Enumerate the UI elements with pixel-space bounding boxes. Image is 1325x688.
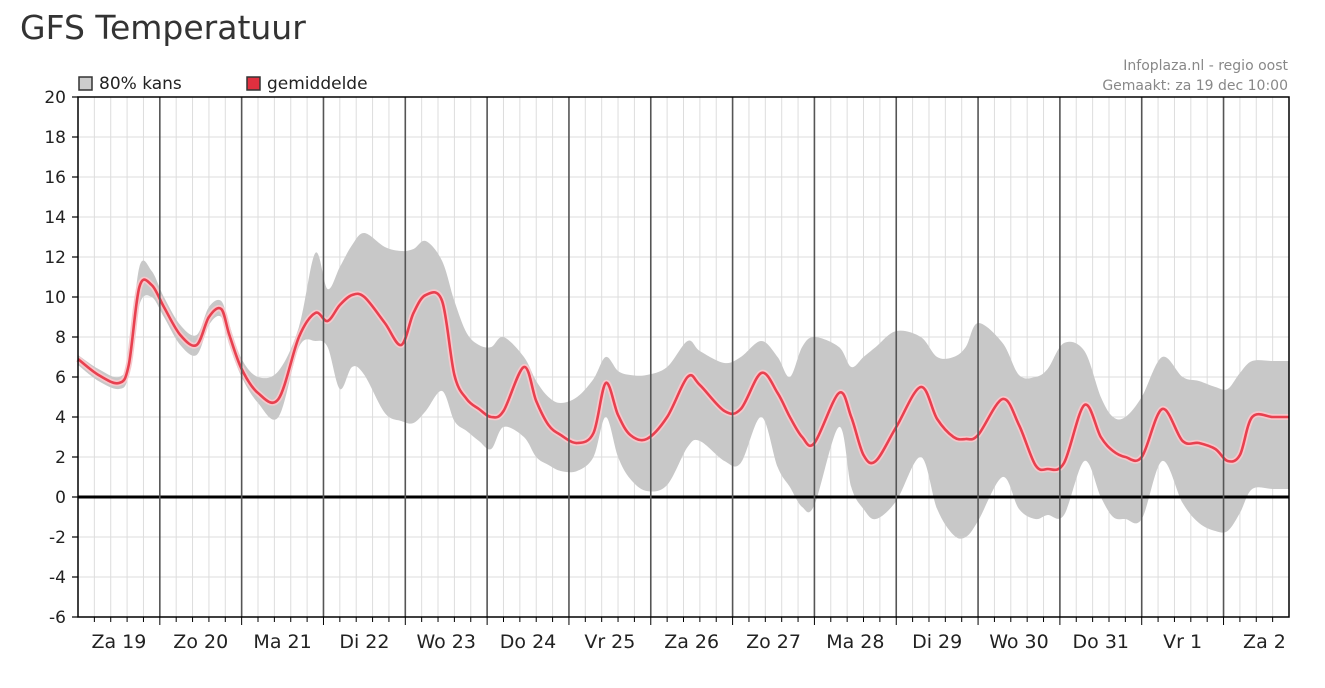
x-tick-label: Di 29	[912, 631, 962, 653]
y-tick-label: 16	[44, 168, 66, 188]
mean-line	[77, 278, 1289, 472]
legend-band-label: 80% kans	[99, 74, 182, 94]
x-tick-label: Vr 1	[1163, 631, 1202, 653]
y-tick-label: 6	[55, 368, 66, 388]
y-tick-label: -2	[49, 528, 66, 548]
x-tick-label: Do 24	[500, 631, 556, 653]
x-tick-label: Do 31	[1073, 631, 1129, 653]
y-tick-labels: -6 -4 -2 0 2 4 6 8 10 12 14 16 18 20	[44, 88, 78, 628]
x-tick-label: Wo 30	[989, 631, 1049, 653]
x-tick-label: Ma 28	[826, 631, 884, 653]
x-tick-label: Zo 20	[173, 631, 228, 653]
x-tick-label: Za 19	[91, 631, 146, 653]
y-tick-label: 0	[55, 488, 66, 508]
y-tick-label: 8	[55, 328, 66, 348]
legend: 80% kans gemiddelde	[78, 74, 368, 94]
y-tick-label: 20	[44, 88, 66, 108]
y-tick-label: 18	[44, 128, 66, 148]
legend-mean-label: gemiddelde	[267, 74, 368, 94]
y-tick-label: 2	[55, 448, 66, 468]
x-tick-label: Wo 23	[416, 631, 476, 653]
source-info: Infoplaza.nl - regio oost Gemaakt: za 19…	[1102, 58, 1288, 94]
y-tick-label: -4	[49, 568, 66, 588]
x-tick-label: Di 22	[339, 631, 389, 653]
y-tick-label: 12	[44, 248, 66, 268]
y-tick-label: -6	[49, 608, 66, 628]
legend-band-swatch	[78, 76, 93, 91]
y-tick-label: 4	[55, 408, 66, 428]
y-tick-label: 10	[44, 288, 66, 308]
x-tick-label: Za 2	[1243, 631, 1286, 653]
x-tick-label: Ma 21	[253, 631, 311, 653]
source-line-1: Infoplaza.nl - regio oost	[1123, 58, 1288, 74]
source-line-2: Gemaakt: za 19 dec 10:00	[1102, 78, 1288, 94]
x-tick-labels: Za 19 Zo 20 Ma 21 Di 22 Wo 23 Do 24 Vr 25 Za 26…	[91, 617, 1286, 653]
x-tick-label: Vr 25	[584, 631, 635, 653]
x-tick-label: Zo 27	[746, 631, 801, 653]
grid-lines	[78, 97, 1289, 617]
page-title: GFS Temperatuur	[20, 8, 306, 47]
legend-mean-swatch	[246, 76, 261, 91]
mean-line-group	[76, 276, 1289, 473]
x-tick-label: Za 26	[664, 631, 719, 653]
y-tick-label: 14	[44, 208, 66, 228]
